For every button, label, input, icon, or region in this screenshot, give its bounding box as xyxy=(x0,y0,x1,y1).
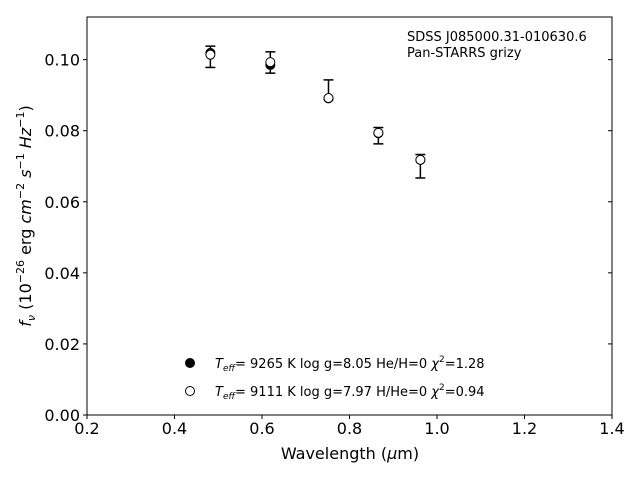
y-tick-label: 0.00 xyxy=(44,406,80,425)
legend: Teff= 9265 K log g=8.05 He/H=0 χ2=1.28 T… xyxy=(185,355,485,402)
legend-marker-open xyxy=(185,386,195,396)
model-point-open xyxy=(265,57,276,68)
object-name-annotation: SDSS J085000.31-010630.6 xyxy=(407,30,587,45)
x-tick-label: 1.0 xyxy=(424,419,449,438)
y-tick-label: 0.08 xyxy=(44,122,80,141)
y-axis: 0.00 0.02 0.04 0.06 0.08 0.10 xyxy=(44,51,612,425)
y-tick-label: 0.06 xyxy=(44,193,80,212)
model-point-open xyxy=(373,127,384,138)
x-tick-label: 0.2 xyxy=(74,419,99,438)
x-tick-label: 0.6 xyxy=(249,419,274,438)
y-tick-label: 0.04 xyxy=(44,264,80,283)
x-axis: 0.2 0.4 0.6 0.8 1.0 1.2 1.4 xyxy=(74,415,625,438)
y-axis-title: fν (10−26 erg cm−2 s−1 Hz−1) xyxy=(14,105,38,326)
x-tick-label: 1.2 xyxy=(512,419,537,438)
legend-entry-1: Teff= 9265 K log g=8.05 He/H=0 χ2=1.28 xyxy=(215,355,485,374)
y-tick-label: 0.02 xyxy=(44,335,80,354)
survey-annotation: Pan-STARRS grizy xyxy=(407,46,522,61)
x-axis-title: Wavelength (μm) xyxy=(281,444,419,463)
x-tick-label: 0.4 xyxy=(162,419,187,438)
model-point-open xyxy=(415,154,426,165)
data-markers xyxy=(205,47,426,165)
x-tick-label: 1.4 xyxy=(599,419,624,438)
model-point-open xyxy=(205,49,216,60)
legend-marker-filled xyxy=(185,358,195,368)
legend-entry-2: Teff= 9111 K log g=7.97 H/He=0 χ2=0.94 xyxy=(215,383,485,402)
model-point-open xyxy=(323,93,334,104)
y-tick-label: 0.10 xyxy=(44,51,80,70)
x-tick-label: 0.8 xyxy=(337,419,362,438)
